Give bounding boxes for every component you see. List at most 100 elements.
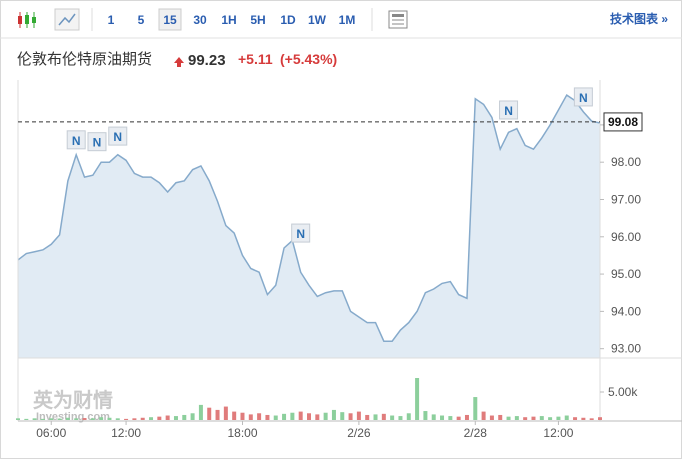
volume-bar	[373, 414, 378, 420]
news-marker-label: N	[72, 134, 81, 148]
volume-bar	[523, 417, 528, 420]
volume-bar	[215, 409, 220, 420]
volume-bar	[290, 412, 295, 420]
interval-button[interactable]: 1	[108, 13, 115, 27]
interval-button[interactable]: 5H	[250, 13, 265, 27]
volume-bar	[157, 416, 162, 420]
volume-bar	[548, 417, 553, 420]
volume-bar	[506, 416, 511, 420]
volume-bar	[223, 406, 228, 420]
watermark: 英为财情	[33, 388, 113, 412]
volume-bar	[74, 418, 79, 420]
y-tick-label: 97.00	[611, 192, 641, 206]
volume-bar	[165, 415, 170, 420]
volume-bar	[90, 418, 95, 420]
volume-bar	[390, 415, 395, 420]
x-tick-label: 12:00	[111, 426, 141, 440]
volume-bar	[173, 416, 178, 420]
interval-button[interactable]: 15	[163, 13, 177, 27]
x-tick-label: 2/26	[347, 426, 371, 440]
volume-bar	[82, 418, 87, 420]
volume-bar	[149, 417, 154, 420]
volume-bar	[248, 414, 253, 420]
volume-bar	[398, 416, 403, 420]
news-marker-label: N	[113, 130, 122, 144]
y-tick-label: 94.00	[611, 304, 641, 318]
volume-bar	[464, 414, 469, 420]
news-marker-label: N	[93, 136, 102, 150]
volume-bar	[498, 414, 503, 420]
interval-button[interactable]: 1D	[280, 13, 296, 27]
volume-bar	[323, 412, 328, 420]
volume-bar	[124, 418, 129, 420]
volume-bar	[99, 417, 104, 420]
volume-bar	[140, 417, 145, 420]
volume-bar	[423, 411, 428, 420]
interval-button[interactable]: 1H	[221, 13, 236, 27]
news-marker[interactable]	[66, 130, 86, 150]
y-tick-label: 95.00	[611, 267, 641, 281]
volume-bar	[539, 416, 544, 420]
volume-bar	[489, 415, 494, 420]
volume-bar	[65, 417, 70, 420]
news-marker[interactable]	[291, 223, 311, 243]
volume-bar	[340, 412, 345, 420]
volume-bar	[556, 416, 561, 420]
volume-bar	[331, 409, 336, 420]
volume-bar	[456, 416, 461, 420]
volume-bar	[16, 418, 20, 420]
volume-bar	[356, 411, 361, 420]
volume-bar	[514, 416, 519, 420]
y-tick-label: 98.00	[611, 155, 641, 169]
volume-bar	[282, 413, 287, 420]
volume-bar	[32, 418, 37, 420]
interval-button[interactable]: 5	[138, 13, 145, 27]
current-value-label: 99.08	[608, 115, 638, 129]
change-pct: (+5.43%)	[280, 51, 337, 67]
current-value-box	[603, 112, 643, 132]
volume-bar	[431, 414, 436, 420]
active-interval-bg	[158, 8, 182, 31]
volume-tick-label: 5.00k	[608, 385, 638, 399]
news-marker[interactable]	[499, 100, 519, 120]
x-tick-label: 18:00	[227, 426, 257, 440]
volume-bar	[473, 397, 478, 420]
volume-bar	[531, 416, 536, 420]
volume-bar	[298, 411, 303, 420]
volume-bar	[273, 415, 278, 420]
volume-bar	[240, 412, 245, 420]
up-arrow	[174, 57, 184, 67]
news-marker[interactable]	[87, 132, 107, 152]
volume-bar	[24, 418, 29, 420]
volume-bar	[440, 415, 445, 420]
news-marker[interactable]	[573, 87, 593, 107]
x-tick-label: 06:00	[36, 426, 66, 440]
volume-bar	[598, 417, 602, 420]
volume-bar	[564, 415, 569, 420]
x-tick-label: 12:00	[543, 426, 573, 440]
interval-button[interactable]: 1W	[308, 13, 327, 27]
tech-chart-link[interactable]: 技术图表 »	[610, 11, 668, 26]
volume-bar	[481, 411, 486, 420]
volume-bar	[132, 418, 137, 420]
x-tick-label: 2/28	[464, 426, 488, 440]
volume-bar	[49, 418, 54, 420]
interval-button[interactable]: 1M	[339, 13, 356, 27]
interval-button[interactable]: 30	[193, 13, 207, 27]
volume-bar	[573, 417, 578, 420]
volume-bar	[198, 404, 203, 420]
news-marker-label: N	[504, 104, 513, 118]
volume-bar	[257, 413, 262, 420]
news-marker-label: N	[579, 91, 588, 105]
candle-icon[interactable]	[18, 12, 36, 28]
volume-bar	[406, 413, 411, 420]
volume-bar	[307, 413, 311, 420]
y-tick-label: 93.00	[611, 342, 641, 356]
volume-bar	[415, 378, 420, 420]
volume-bar	[182, 414, 187, 420]
volume-bar	[207, 407, 212, 420]
price-line	[17, 93, 601, 342]
news-marker[interactable]	[108, 126, 128, 146]
plot: 93.0094.0095.0096.0097.0098.0099.0006:00…	[16, 80, 682, 440]
